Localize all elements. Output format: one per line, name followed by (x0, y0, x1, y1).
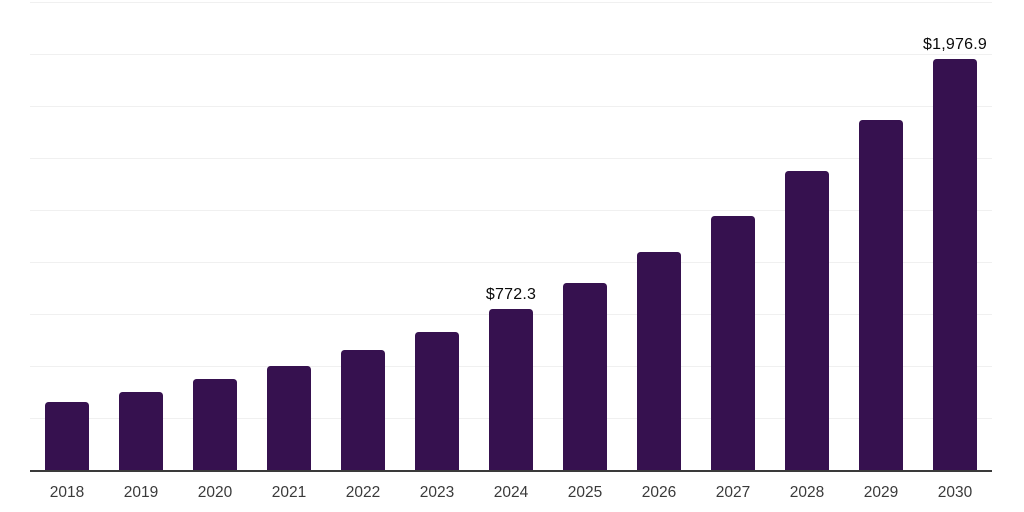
data-label-2024: $772.3 (485, 286, 537, 304)
gridline (30, 209, 992, 211)
bar-2022 (341, 349, 385, 470)
bar-2024 (489, 309, 533, 470)
x-tick-label-2028: 2028 (789, 484, 825, 501)
x-tick-label-2025: 2025 (567, 484, 603, 501)
gridline (30, 53, 992, 55)
bar-2029 (859, 119, 903, 470)
x-tick-label-2026: 2026 (641, 484, 677, 501)
bar-2030 (933, 58, 977, 470)
bar-2021 (267, 366, 311, 470)
x-tick-label-2029: 2029 (863, 484, 899, 501)
gridline (30, 157, 992, 159)
gridline (30, 1, 992, 3)
gridline (30, 261, 992, 263)
bar-2023 (415, 332, 459, 470)
x-tick-label-2022: 2022 (345, 484, 381, 501)
bar-2018 (45, 402, 89, 470)
data-label-2030: $1,976.9 (923, 35, 987, 53)
bar-2025 (563, 282, 607, 470)
bar-2026 (637, 252, 681, 470)
x-tick-label-2019: 2019 (123, 484, 159, 501)
bar-2019 (119, 391, 163, 470)
x-tick-label-2030: 2030 (937, 484, 973, 501)
bar-2028 (785, 170, 829, 470)
x-tick-label-2023: 2023 (419, 484, 455, 501)
x-axis-line (30, 470, 992, 472)
gridline (30, 105, 992, 107)
x-axis-labels: 2018 2019 2020 2021 2022 2023 2024 2025 2026 2027… (30, 484, 992, 504)
x-tick-label-2018: 2018 (49, 484, 85, 501)
x-tick-label-2024: 2024 (493, 484, 529, 501)
x-tick-label-2027: 2027 (715, 484, 751, 501)
x-tick-label-2020: 2020 (197, 484, 233, 501)
x-tick-label-2021: 2021 (271, 484, 307, 501)
plot-area: $772.3 $1,976.9 (30, 1, 992, 470)
bar-2027 (711, 215, 755, 470)
bar-2020 (193, 379, 237, 470)
